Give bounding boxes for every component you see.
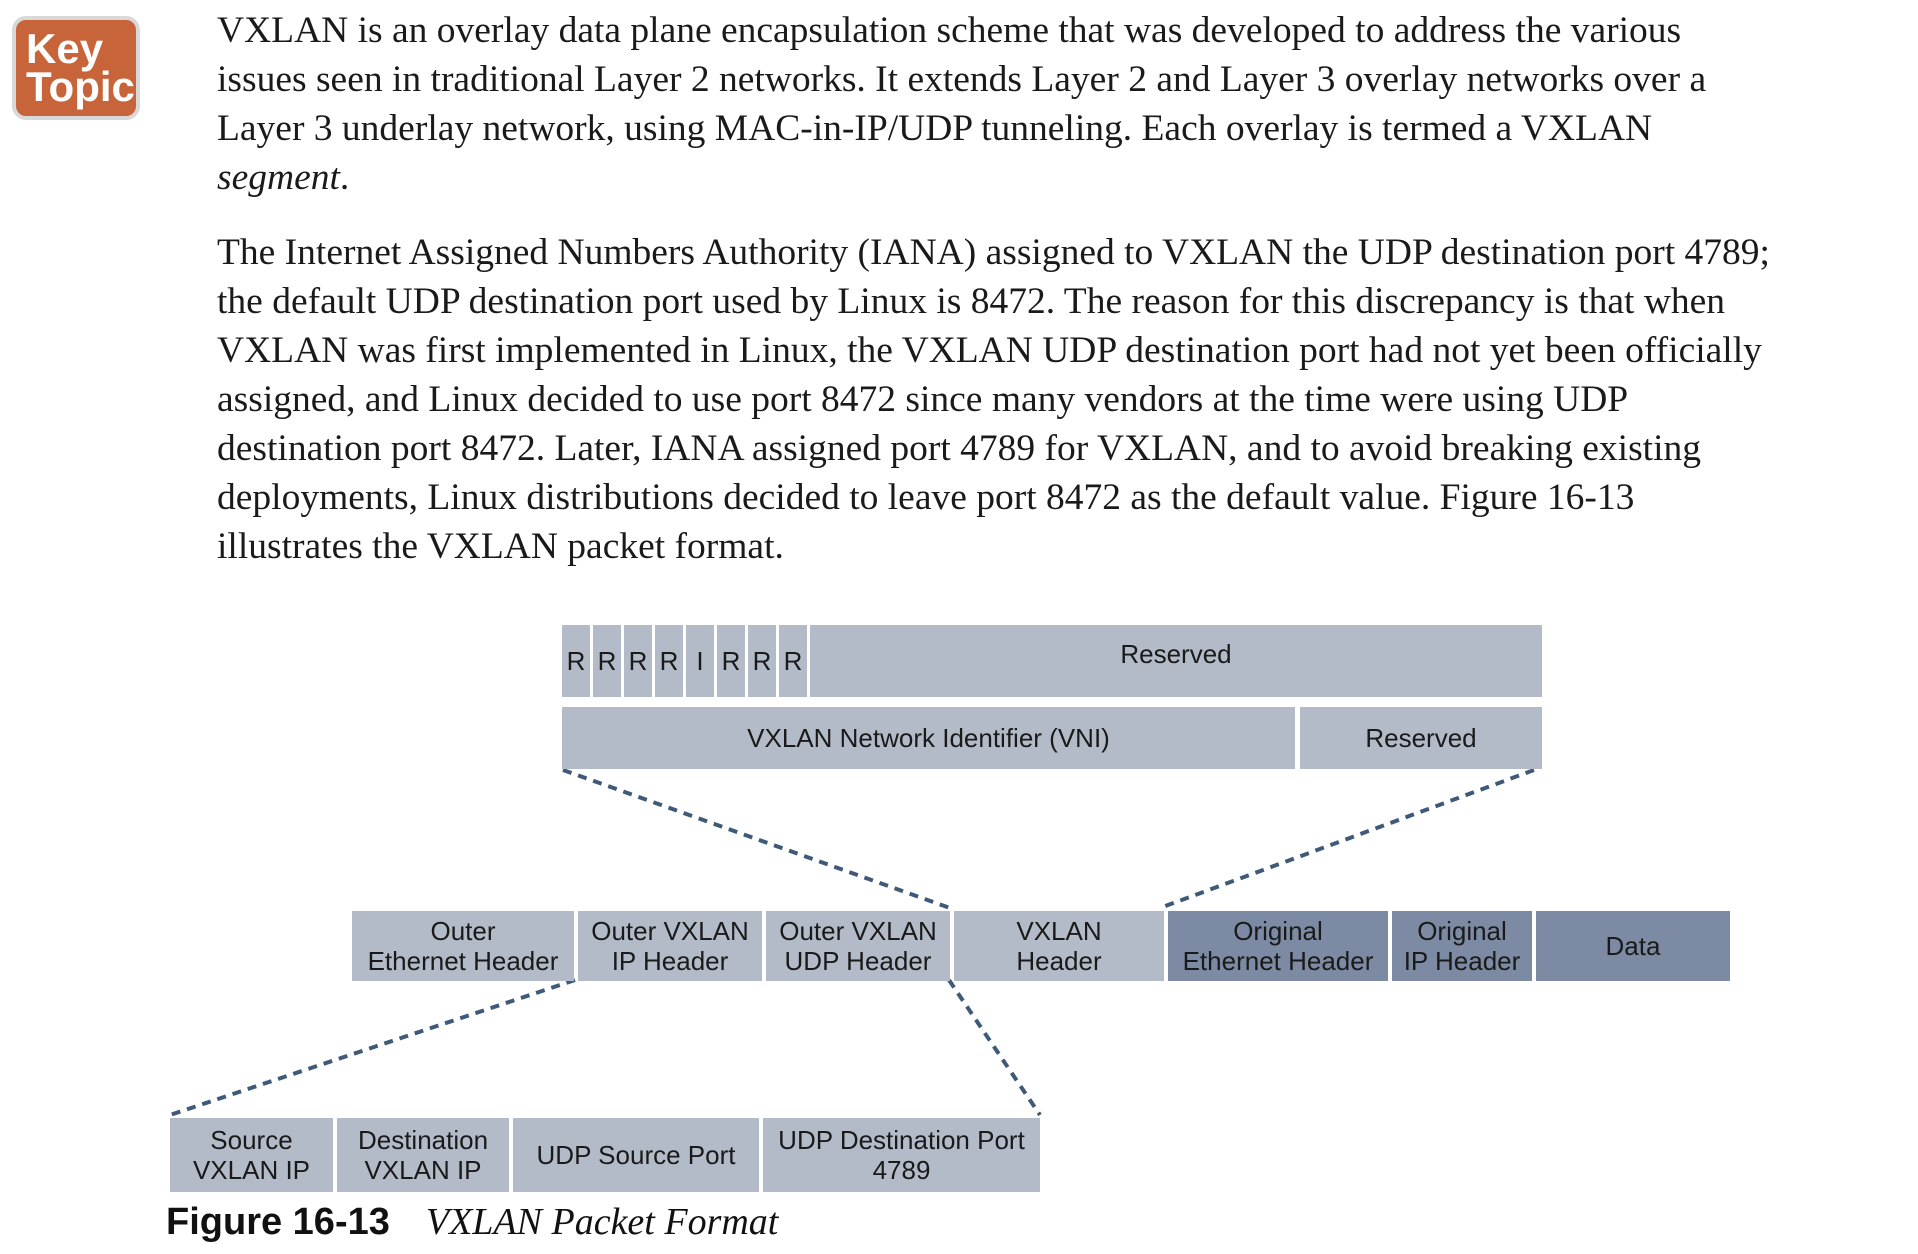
packet-field-outer-ethernet-header: Outer Ethernet Header — [352, 911, 574, 981]
outer-field-destination-vxlan-ip: Destination VXLAN IP — [337, 1118, 509, 1192]
vxlan-flag-bit-8: R — [779, 625, 807, 697]
key-topic-line2: Topic — [26, 63, 135, 110]
vxlan-flag-bit-1: R — [562, 625, 590, 697]
paragraph-vxlan-intro: VXLAN is an overlay data plane encapsula… — [217, 6, 1777, 202]
vxlan-header-reserved-top: Reserved — [810, 625, 1542, 697]
outer-field-source-vxlan-ip: Source VXLAN IP — [170, 1118, 333, 1192]
packet-field-outer-vxlan-udp-header: Outer VXLAN UDP Header — [766, 911, 950, 981]
outer-field-udp-source-port: UDP Source Port — [513, 1118, 759, 1192]
connector-vni-right — [1159, 768, 1535, 910]
figure-caption: Figure 16-13 VXLAN Packet Format — [166, 1200, 778, 1244]
vxlan-network-identifier-field: VXLAN Network Identifier (VNI) — [562, 707, 1295, 769]
vxlan-flag-bit-6: R — [717, 625, 745, 697]
figure-caption-title: VXLAN Packet Format — [425, 1201, 779, 1243]
key-topic-badge: Key Topic — [12, 16, 140, 120]
paragraph-vxlan-intro-emphasis: segment — [217, 157, 340, 198]
paragraph-vxlan-intro-end: . — [339, 157, 350, 198]
packet-field-data: Data — [1536, 911, 1730, 981]
figure-caption-number: Figure 16-13 — [166, 1201, 390, 1243]
packet-field-original-ip-header: Original IP Header — [1392, 911, 1532, 981]
packet-field-outer-vxlan-ip-header: Outer VXLAN IP Header — [578, 911, 762, 981]
connector-vni-left — [562, 768, 951, 910]
vxlan-flag-bit-3: R — [624, 625, 652, 697]
connector-outer-right — [947, 978, 1042, 1117]
paragraph-vxlan-intro-text: VXLAN is an overlay data plane encapsula… — [217, 10, 1707, 149]
vxlan-flag-bit-4: R — [655, 625, 683, 697]
key-topic-line1: Key — [26, 25, 104, 72]
vxlan-flag-bit-2: R — [593, 625, 621, 697]
connector-outer-left — [169, 978, 576, 1117]
paragraph-iana-port: The Internet Assigned Numbers Authority … — [217, 232, 1770, 567]
packet-field-original-ethernet-header: Original Ethernet Header — [1168, 911, 1388, 981]
vxlan-flag-bit-7: R — [748, 625, 776, 697]
vxlan-header-reserved-bottom: Reserved — [1300, 707, 1542, 769]
outer-field-udp-destination-port: UDP Destination Port 4789 — [763, 1118, 1040, 1192]
packet-field-vxlan-header: VXLAN Header — [954, 911, 1164, 981]
vxlan-flag-bit-i: I — [686, 625, 714, 697]
